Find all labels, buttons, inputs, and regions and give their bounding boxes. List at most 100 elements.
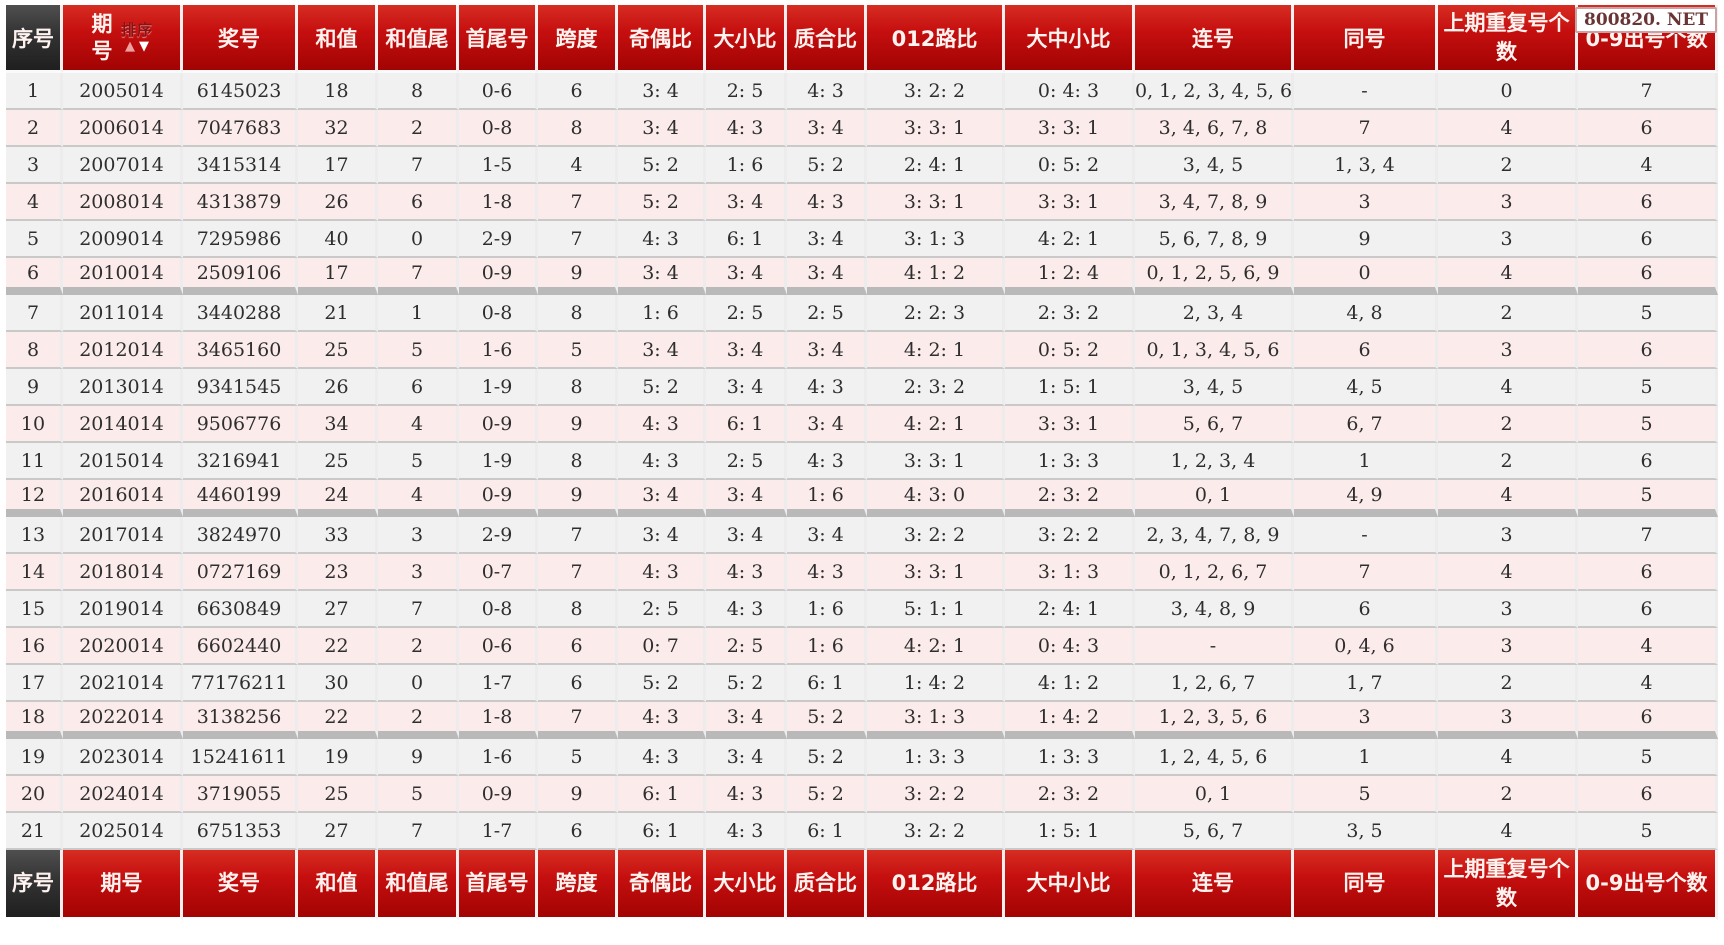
period-header-label: 期号 bbox=[91, 12, 113, 63]
cell-hzw: 5 bbox=[378, 776, 459, 813]
cell-sqcf: 3 bbox=[1438, 184, 1578, 221]
table-row: 12 2016014 4460199 24 4 0-9 9 3: 4 3: 4 1: 6 4: 3:… bbox=[6, 480, 1718, 517]
cell-dxb: 5: 2 bbox=[706, 665, 787, 702]
table-row: 19 2023014 15241611 19 9 1-6 5 4: 3 3: 4 5: 2 1: 3… bbox=[6, 739, 1718, 776]
cell-cs09: 4 bbox=[1578, 628, 1718, 665]
cell-xh: 3 bbox=[6, 147, 63, 184]
cell-qh: 2014014 bbox=[63, 406, 183, 443]
cell-jh: 3216941 bbox=[183, 443, 298, 480]
cell-lh: 1, 2, 4, 5, 6 bbox=[1135, 739, 1294, 776]
cell-dxb: 6: 1 bbox=[706, 406, 787, 443]
cell-swh: 0-8 bbox=[459, 591, 538, 628]
cell-hzw: 9 bbox=[378, 739, 459, 776]
cell-dxb: 2: 5 bbox=[706, 443, 787, 480]
cell-th: 7 bbox=[1294, 110, 1438, 147]
cell-zhb: 1: 6 bbox=[787, 628, 867, 665]
cell-xh: 1 bbox=[6, 73, 63, 110]
cell-hz: 27 bbox=[298, 591, 378, 628]
cell-kd: 9 bbox=[538, 776, 618, 813]
cell-hz: 26 bbox=[298, 184, 378, 221]
cell-job: 3: 4 bbox=[618, 517, 706, 554]
cell-th: 1, 7 bbox=[1294, 665, 1438, 702]
cell-cs09: 6 bbox=[1578, 332, 1718, 369]
cell-job: 2: 5 bbox=[618, 591, 706, 628]
cell-sqcf: 2 bbox=[1438, 665, 1578, 702]
cell-hzw: 0 bbox=[378, 665, 459, 702]
cell-lh: 3, 4, 6, 7, 8 bbox=[1135, 110, 1294, 147]
cell-dzx: 0: 4: 3 bbox=[1005, 73, 1135, 110]
cell-l012: 3: 1: 3 bbox=[867, 702, 1005, 739]
cell-zhb: 5: 2 bbox=[787, 147, 867, 184]
cell-swh: 1-6 bbox=[459, 332, 538, 369]
cell-cs09: 5 bbox=[1578, 480, 1718, 517]
cell-cs09: 4 bbox=[1578, 665, 1718, 702]
cell-job: 3: 4 bbox=[618, 258, 706, 295]
cell-xh: 11 bbox=[6, 443, 63, 480]
cell-jh: 9341545 bbox=[183, 369, 298, 406]
footer-header-hz: 和值 bbox=[298, 850, 378, 921]
cell-jh: 2509106 bbox=[183, 258, 298, 295]
footer-header-qh: 期号 bbox=[63, 850, 183, 921]
cell-swh: 0-7 bbox=[459, 554, 538, 591]
cell-sqcf: 3 bbox=[1438, 517, 1578, 554]
footer-header-zhb: 质合比 bbox=[787, 850, 867, 921]
cell-hzw: 6 bbox=[378, 184, 459, 221]
cell-l012: 3: 2: 2 bbox=[867, 776, 1005, 813]
header-lh: 连号 bbox=[1135, 5, 1294, 73]
cell-th: 6 bbox=[1294, 591, 1438, 628]
cell-th: 1 bbox=[1294, 443, 1438, 480]
cell-dzx: 1: 5: 1 bbox=[1005, 369, 1135, 406]
cell-dxb: 3: 4 bbox=[706, 480, 787, 517]
footer-header-l012: 012路比 bbox=[867, 850, 1005, 921]
cell-swh: 0-9 bbox=[459, 406, 538, 443]
cell-job: 6: 1 bbox=[618, 776, 706, 813]
cell-dzx: 3: 3: 1 bbox=[1005, 184, 1135, 221]
cell-job: 4: 3 bbox=[618, 221, 706, 258]
cell-l012: 4: 2: 1 bbox=[867, 628, 1005, 665]
table-row: 2 2006014 7047683 32 2 0-8 8 3: 4 4: 3 3: 4 3: 3: … bbox=[6, 110, 1718, 147]
sort-asc-icon[interactable]: ▲ bbox=[124, 38, 135, 54]
cell-cs09: 6 bbox=[1578, 110, 1718, 147]
footer-header-dzx: 大中小比 bbox=[1005, 850, 1135, 921]
cell-xh: 19 bbox=[6, 739, 63, 776]
cell-xh: 21 bbox=[6, 813, 63, 850]
site-watermark: 800820. NET bbox=[1575, 7, 1717, 33]
cell-lh: 0, 1 bbox=[1135, 480, 1294, 517]
cell-l012: 2: 3: 2 bbox=[867, 369, 1005, 406]
cell-qh: 2008014 bbox=[63, 184, 183, 221]
cell-lh: 0, 1 bbox=[1135, 776, 1294, 813]
cell-qh: 2017014 bbox=[63, 517, 183, 554]
cell-kd: 6 bbox=[538, 628, 618, 665]
cell-lh: 1, 2, 3, 4 bbox=[1135, 443, 1294, 480]
cell-zhb: 3: 4 bbox=[787, 221, 867, 258]
cell-hz: 30 bbox=[298, 665, 378, 702]
cell-sqcf: 4 bbox=[1438, 739, 1578, 776]
cell-l012: 1: 3: 3 bbox=[867, 739, 1005, 776]
table-row: 6 2010014 2509106 17 7 0-9 9 3: 4 3: 4 3: 4 4: 1: … bbox=[6, 258, 1718, 295]
cell-hz: 22 bbox=[298, 628, 378, 665]
cell-th: 1, 3, 4 bbox=[1294, 147, 1438, 184]
cell-hzw: 0 bbox=[378, 221, 459, 258]
cell-jh: 7047683 bbox=[183, 110, 298, 147]
sort-desc-icon[interactable]: ▼ bbox=[138, 38, 149, 54]
cell-hzw: 5 bbox=[378, 443, 459, 480]
cell-cs09: 5 bbox=[1578, 739, 1718, 776]
cell-job: 3: 4 bbox=[618, 480, 706, 517]
cell-hz: 24 bbox=[298, 480, 378, 517]
cell-zhb: 5: 2 bbox=[787, 739, 867, 776]
cell-lh: 2, 3, 4, 7, 8, 9 bbox=[1135, 517, 1294, 554]
cell-qh: 2025014 bbox=[63, 813, 183, 850]
sort-control[interactable]: 排序 ▲ ▼ bbox=[121, 22, 153, 54]
footer-header-lh: 连号 bbox=[1135, 850, 1294, 921]
table-row: 3 2007014 3415314 17 7 1-5 4 5: 2 1: 6 5: 2 2: 4: … bbox=[6, 147, 1718, 184]
cell-dzx: 3: 1: 3 bbox=[1005, 554, 1135, 591]
cell-hzw: 8 bbox=[378, 73, 459, 110]
header-th: 同号 bbox=[1294, 5, 1438, 73]
cell-sqcf: 4 bbox=[1438, 813, 1578, 850]
table-row: 4 2008014 4313879 26 6 1-8 7 5: 2 3: 4 4: 3 3: 3: … bbox=[6, 184, 1718, 221]
cell-dzx: 3: 3: 1 bbox=[1005, 406, 1135, 443]
cell-th: 3 bbox=[1294, 184, 1438, 221]
cell-sqcf: 3 bbox=[1438, 221, 1578, 258]
header-kd: 跨度 bbox=[538, 5, 618, 73]
cell-hz: 21 bbox=[298, 295, 378, 332]
